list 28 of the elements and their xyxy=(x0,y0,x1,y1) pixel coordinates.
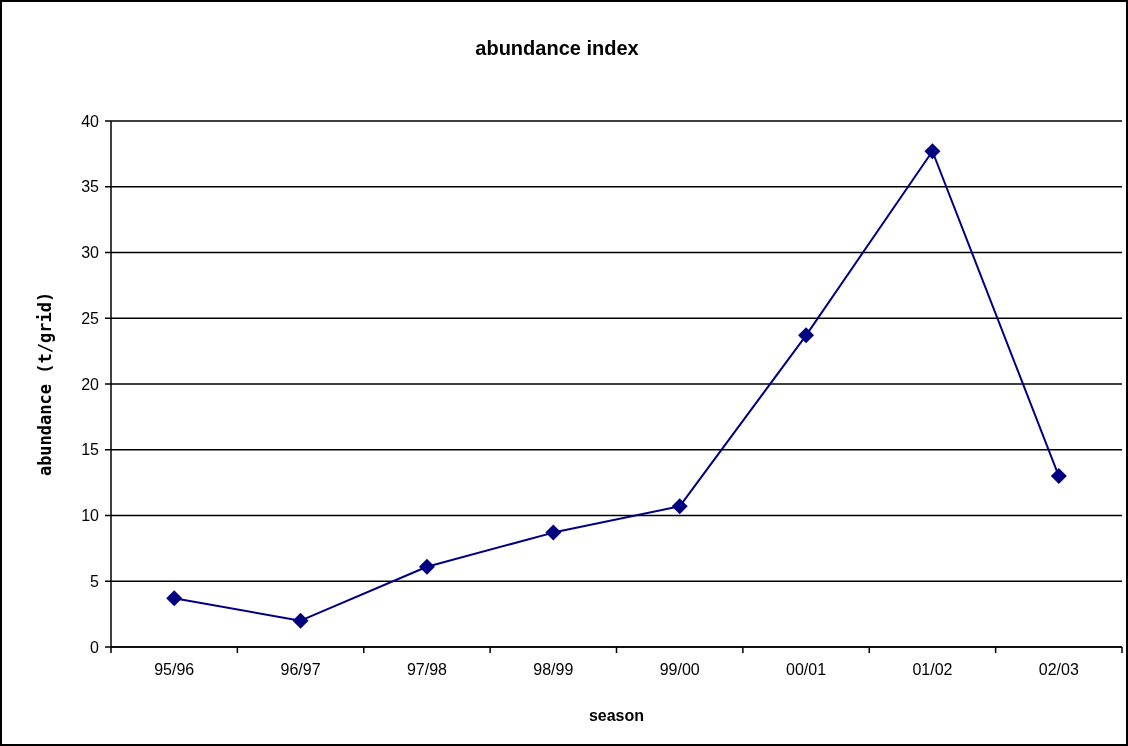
x-tick-label: 97/98 xyxy=(406,661,448,678)
x-axis-title: season xyxy=(588,707,645,724)
point xyxy=(671,498,688,515)
y-tick-label: 5 xyxy=(90,572,100,590)
x-tick-label: 00/01 xyxy=(786,661,827,678)
point xyxy=(798,327,815,344)
point xyxy=(166,590,183,607)
x-tick-label: 98/99 xyxy=(533,661,574,678)
x-tick-label: 99/00 xyxy=(659,661,700,678)
point xyxy=(418,558,435,575)
y-tick-label: 40 xyxy=(81,112,100,130)
y-tick-label: 15 xyxy=(81,441,100,459)
y-axis-title: abundance (t/grid) xyxy=(35,291,55,477)
y-tick-label: 30 xyxy=(81,244,100,262)
y-tick-label: 35 xyxy=(81,178,100,196)
y-tick-label: 0 xyxy=(90,638,100,656)
y-tick-label: 20 xyxy=(81,375,100,393)
chart-title: abundance index xyxy=(475,37,639,59)
x-tick-label: 95/96 xyxy=(154,661,195,678)
x-tick-label: 96/97 xyxy=(280,661,321,678)
x-tick-label: 02/03 xyxy=(1038,661,1079,678)
point xyxy=(545,524,562,541)
point xyxy=(292,612,309,629)
y-tick-label: 25 xyxy=(81,309,100,327)
y-tick-label: 10 xyxy=(81,507,100,525)
point xyxy=(1050,468,1067,485)
x-tick-label: 01/02 xyxy=(912,661,953,678)
point xyxy=(924,143,941,160)
